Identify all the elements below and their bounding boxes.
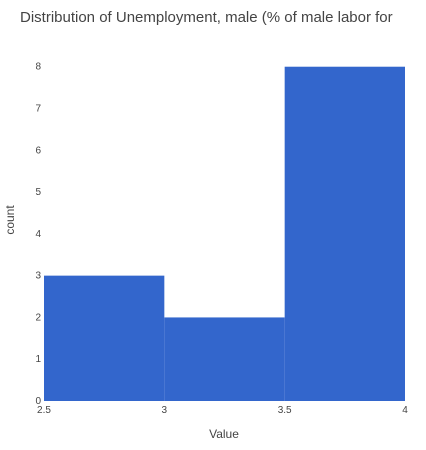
y-tick-label: 4	[35, 229, 41, 240]
x-tick-labels: 2.5 3 3.5 4	[37, 405, 408, 416]
y-tick-label: 6	[35, 145, 41, 156]
chart-title: Distribution of Unemployment, male (% of…	[20, 9, 393, 26]
y-tick-label: 7	[35, 104, 41, 115]
x-tick-label: 2.5	[37, 405, 51, 416]
histogram-bar-2	[164, 317, 285, 401]
x-axis-label: Value	[209, 427, 239, 441]
y-tick-label: 8	[35, 62, 41, 73]
y-tick-label: 2	[35, 312, 41, 323]
x-tick-label: 4	[402, 405, 408, 416]
histogram-bar-1	[44, 275, 165, 401]
y-axis-label: count	[3, 205, 17, 235]
x-tick-label: 3	[162, 405, 168, 416]
histogram-bar-3	[284, 66, 405, 401]
y-tick-label: 0	[35, 396, 41, 407]
y-tick-label: 1	[35, 354, 41, 365]
y-tick-label: 3	[35, 271, 41, 282]
bars-group	[44, 66, 405, 401]
y-tick-labels: 0 1 2 3 4 5 6 7 8	[35, 62, 41, 407]
x-tick-label: 3.5	[278, 405, 292, 416]
y-tick-label: 5	[35, 187, 41, 198]
